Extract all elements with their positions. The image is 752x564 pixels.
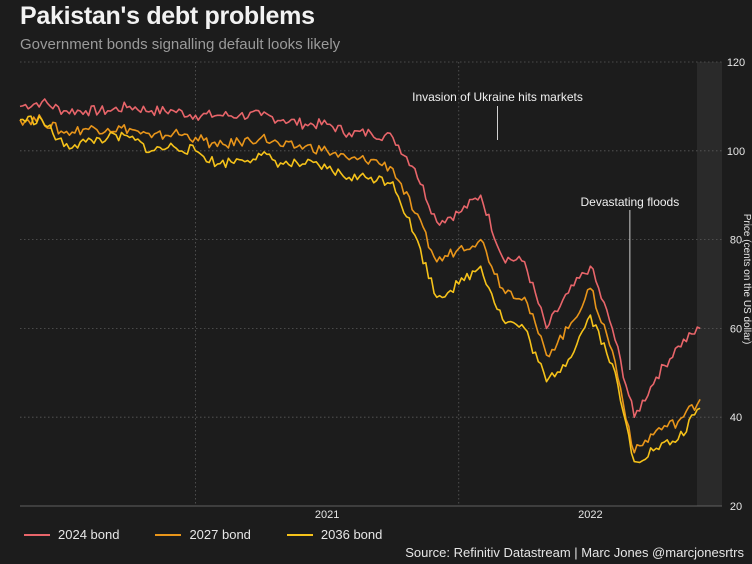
source-note: Source: Refinitiv Datastream | Marc Jone… <box>405 545 744 560</box>
y-axis-label: Price (cents on the US dollar) <box>741 214 752 345</box>
chart-subtitle: Government bonds signalling default look… <box>20 36 341 53</box>
y-tick-label: 60 <box>730 323 742 335</box>
recent-period-shade <box>697 62 722 506</box>
legend-swatch-2027 <box>155 533 182 536</box>
y-tick-label: 40 <box>730 412 742 424</box>
legend-label-2024: 2024 bond <box>58 527 120 542</box>
x-tick-label: 2021 <box>315 509 339 521</box>
y-tick-label: 100 <box>727 146 745 158</box>
annotation-ukraine: Invasion of Ukraine hits markets <box>412 90 583 104</box>
x-tick-label: 2022 <box>578 509 602 521</box>
legend-swatch-2036 <box>286 533 313 536</box>
annotation-floods: Devastating floods <box>580 195 679 209</box>
legend-label-2027: 2027 bond <box>189 527 251 542</box>
line-2027-bond <box>19 114 701 454</box>
legend-item-2024: 2024 bond <box>24 527 119 542</box>
legend: 2024 bond 2027 bond 2036 bond <box>24 527 418 542</box>
y-tick-label: 80 <box>730 235 742 247</box>
line-2024-bond <box>19 98 701 418</box>
chart-title: Pakistan's debt problems <box>20 2 315 30</box>
y-tick-label: 120 <box>727 57 745 69</box>
y-tick-label: 20 <box>730 501 742 513</box>
legend-label-2036: 2036 bond <box>320 527 383 542</box>
legend-item-2036: 2036 bond <box>286 527 383 542</box>
legend-item-2027: 2027 bond <box>155 527 251 542</box>
line-2036-bond <box>19 115 701 464</box>
legend-swatch-2024 <box>24 533 50 536</box>
